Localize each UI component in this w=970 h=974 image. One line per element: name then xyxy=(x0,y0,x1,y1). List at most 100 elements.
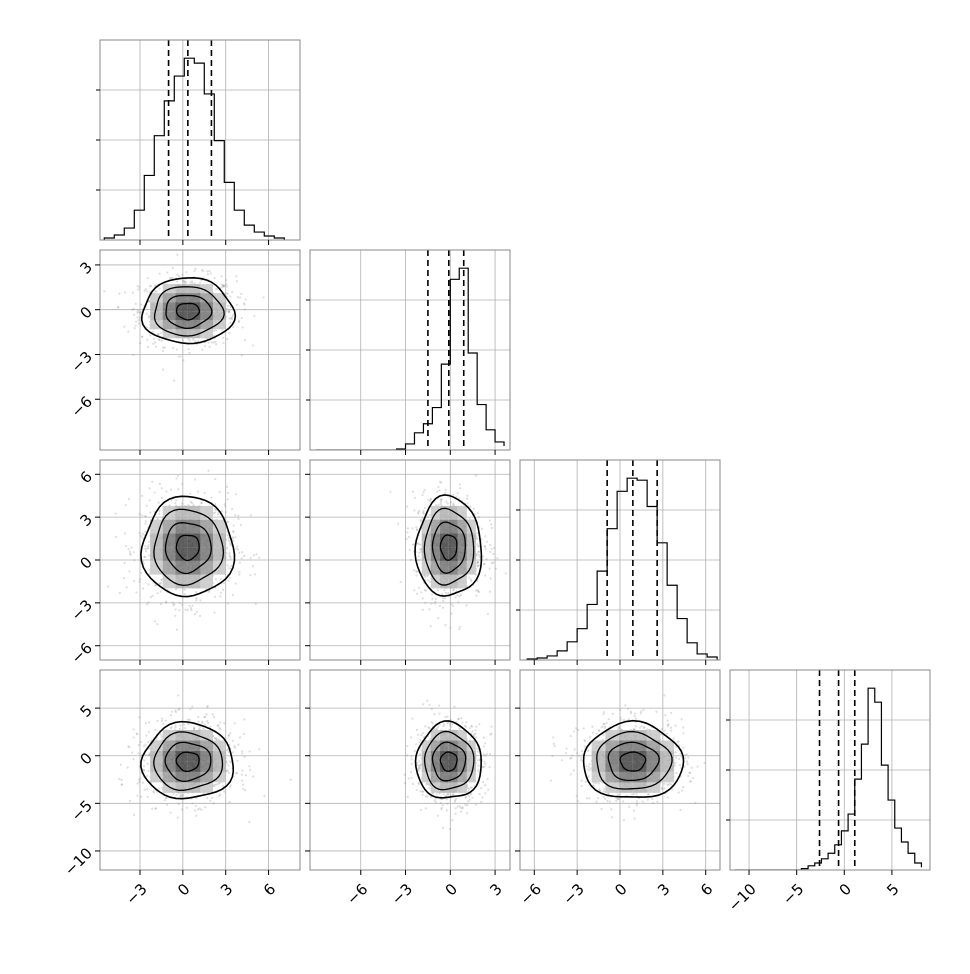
scatter-point xyxy=(240,293,242,295)
scatter-point xyxy=(179,728,181,730)
histogram-panel-0 xyxy=(100,40,300,240)
density-cell xyxy=(188,575,201,589)
density-cell xyxy=(175,520,188,534)
scatter-point xyxy=(419,753,421,755)
scatter-point xyxy=(444,624,446,626)
scatter-point xyxy=(209,726,211,728)
scatter-point xyxy=(161,718,163,720)
scatter-point xyxy=(137,289,139,291)
scatter-point xyxy=(127,745,129,747)
scatter-point xyxy=(423,513,425,515)
density-cell xyxy=(200,575,213,589)
scatter-point xyxy=(237,296,239,298)
scatter-point xyxy=(410,736,412,738)
scatter-point xyxy=(158,338,160,340)
scatter-point xyxy=(476,565,478,567)
scatter-point xyxy=(239,736,241,738)
scatter-point xyxy=(194,613,196,615)
scatter-point xyxy=(115,536,117,538)
scatter-point xyxy=(166,804,168,806)
scatter-point xyxy=(480,801,482,803)
scatter-point xyxy=(451,612,453,614)
scatter-point xyxy=(149,512,151,514)
scatter-point xyxy=(493,547,495,549)
scatter-point xyxy=(225,511,227,513)
scatter-point xyxy=(422,609,424,611)
scatter-point xyxy=(170,714,172,716)
scatter-point xyxy=(419,764,421,766)
scatter-point xyxy=(226,486,228,488)
scatter-point xyxy=(225,279,227,281)
scatter-point xyxy=(454,596,456,598)
scatter-point xyxy=(443,793,445,795)
scatter-point xyxy=(486,753,488,755)
scatter-point xyxy=(226,338,228,340)
scatter-point xyxy=(177,475,179,477)
scatter-point xyxy=(459,626,461,628)
panel-frame xyxy=(100,250,300,450)
density-cell xyxy=(150,547,163,561)
scatter-point xyxy=(452,494,454,496)
scatter-point xyxy=(213,802,215,804)
scatter-point xyxy=(459,483,461,485)
scatter-point xyxy=(491,527,493,529)
scatter-point xyxy=(238,573,240,575)
scatter-point xyxy=(174,724,176,726)
scatter-point xyxy=(176,254,178,256)
scatter-point xyxy=(415,570,417,572)
scatter-point xyxy=(445,592,447,594)
scatter-point xyxy=(484,763,486,765)
scatter-point xyxy=(553,743,555,745)
scatter-point xyxy=(486,778,488,780)
scatter-point xyxy=(237,744,239,746)
scatter-panel-2-3 xyxy=(520,670,728,870)
scatter-point xyxy=(477,561,479,563)
scatter-point xyxy=(227,769,229,771)
density-cell xyxy=(458,561,467,575)
scatter-point xyxy=(242,326,244,328)
scatter-point xyxy=(417,734,419,736)
scatter-point xyxy=(404,774,406,776)
scatter-point xyxy=(178,602,180,604)
scatter-point xyxy=(235,582,237,584)
scatter-point xyxy=(410,777,412,779)
scatter-point xyxy=(477,764,479,766)
scatter-point xyxy=(446,798,448,800)
scatter-point xyxy=(231,291,233,293)
histogram-step-line xyxy=(316,268,504,450)
scatter-point xyxy=(204,492,206,494)
scatter-point xyxy=(182,794,184,796)
scatter-point xyxy=(241,752,243,754)
histogram-panel-2 xyxy=(520,460,720,660)
scatter-point xyxy=(207,722,209,724)
scatter-point xyxy=(227,305,229,307)
scatter-point xyxy=(431,708,433,710)
scatter-point xyxy=(128,498,130,500)
scatter-point xyxy=(219,491,221,493)
scatter-point xyxy=(223,286,225,288)
scatter-point xyxy=(174,615,176,617)
scatter-point xyxy=(574,748,576,750)
scatter-point xyxy=(144,556,146,558)
scatter-point xyxy=(477,512,479,514)
scatter-point xyxy=(232,326,234,328)
scatter-point xyxy=(234,722,236,724)
scatter-point xyxy=(245,774,247,776)
scatter-point xyxy=(248,821,250,823)
scatter-point xyxy=(241,774,243,776)
scatter-point xyxy=(125,545,127,547)
scatter-point xyxy=(154,491,156,493)
scatter-panel-1-3 xyxy=(310,670,510,870)
scatter-point xyxy=(235,493,237,495)
scatter-point xyxy=(174,502,176,504)
scatter-point xyxy=(191,802,193,804)
scatter-point xyxy=(117,306,119,308)
scatter-point xyxy=(197,716,199,718)
scatter-point xyxy=(190,607,192,609)
scatter-point xyxy=(165,797,167,799)
scatter-point xyxy=(175,499,177,501)
scatter-point xyxy=(144,515,146,517)
scatter-point xyxy=(417,542,419,544)
density-cell xyxy=(213,520,226,534)
scatter-point xyxy=(475,725,477,727)
